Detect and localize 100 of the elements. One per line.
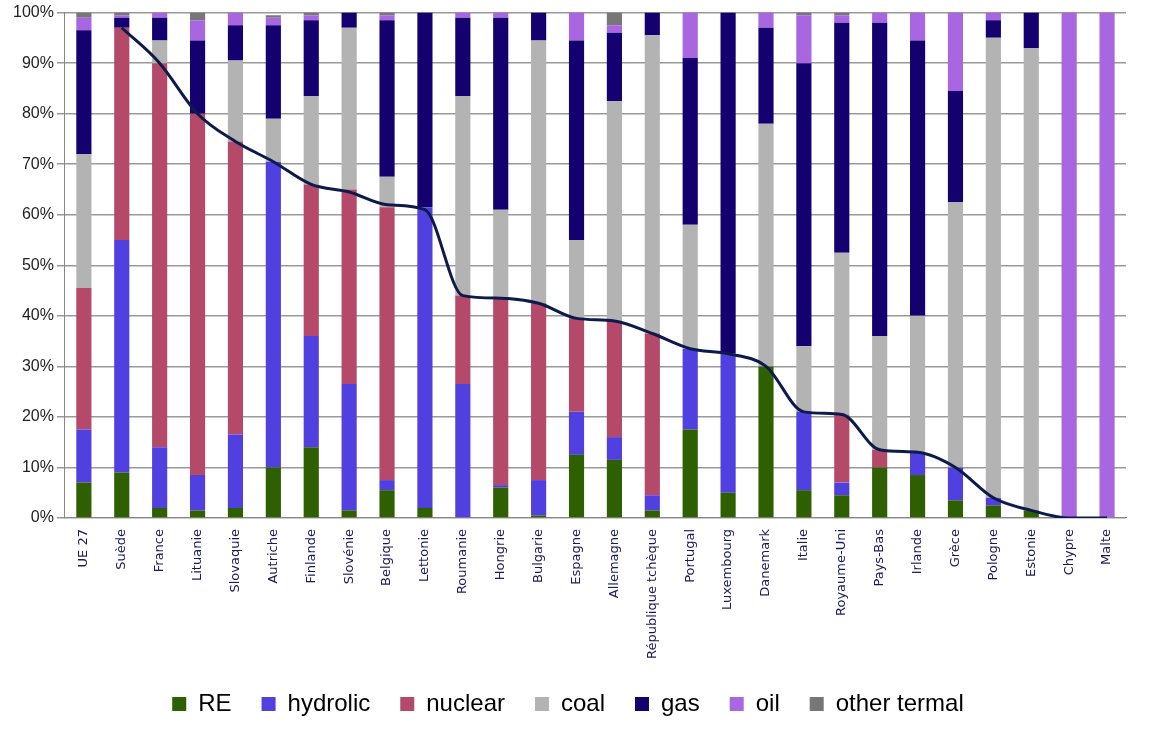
bar	[417, 507, 433, 518]
bar	[227, 434, 244, 508]
bar	[341, 27, 357, 190]
bar	[455, 384, 471, 518]
bar	[947, 202, 964, 468]
bar	[644, 35, 660, 334]
bar	[720, 492, 736, 518]
bar	[455, 12, 471, 18]
bar	[152, 447, 168, 508]
bar	[227, 12, 244, 26]
x-tick-label: France	[151, 528, 167, 573]
x-tick-label: Allemagne	[605, 528, 621, 599]
bar	[189, 475, 206, 511]
bar	[265, 15, 281, 18]
bar	[758, 123, 774, 367]
x-tick-label: UE 27	[75, 528, 91, 568]
y-tick-label: 10%	[21, 457, 54, 475]
x-tick-label: Lituanie	[188, 528, 204, 582]
bar	[303, 15, 319, 21]
bar	[303, 20, 319, 96]
bar	[114, 17, 130, 28]
bar	[720, 12, 736, 354]
x-tick-label: Slovaquie	[226, 528, 242, 593]
bar	[114, 240, 130, 473]
bar	[834, 482, 850, 496]
legend-label: oil	[755, 688, 780, 716]
x-tick-label: Slovénie	[340, 528, 356, 585]
bar	[568, 454, 585, 518]
y-tick-label: 0%	[30, 508, 54, 526]
bar	[417, 207, 433, 508]
bar	[531, 480, 547, 516]
bar	[493, 17, 509, 210]
bar	[606, 32, 622, 102]
y-tick-label: 80%	[21, 104, 54, 122]
bar	[379, 490, 395, 518]
x-tick-label: Estonie	[1022, 528, 1038, 577]
bar	[76, 429, 92, 483]
x-tick-label: Italie	[795, 528, 811, 562]
bar	[834, 414, 850, 483]
bar	[1099, 12, 1115, 518]
bar	[114, 27, 130, 241]
bar	[606, 101, 622, 321]
bar	[796, 411, 812, 491]
bar	[493, 209, 509, 299]
bar	[1061, 12, 1077, 518]
bar	[606, 25, 622, 33]
legend-label: other termal	[835, 688, 964, 716]
bar	[1023, 12, 1039, 48]
bar	[379, 20, 395, 177]
x-tick-label: Grèce	[946, 528, 962, 568]
bar	[568, 411, 585, 455]
x-tick-label: Luxembourg	[719, 528, 735, 611]
y-tick-label: 50%	[21, 255, 54, 273]
y-tick-label: 60%	[21, 205, 54, 223]
bar	[303, 184, 319, 337]
bar	[493, 487, 509, 518]
bar	[189, 40, 206, 114]
line-series	[120, 26, 1109, 518]
bar	[796, 490, 812, 518]
bar	[644, 12, 660, 36]
bar	[303, 336, 319, 448]
bar	[341, 189, 357, 385]
bar	[758, 366, 774, 518]
x-tick-label: Bulgarie	[529, 528, 545, 583]
bar	[568, 318, 585, 412]
bar	[189, 20, 206, 41]
bar	[682, 224, 698, 349]
bar	[379, 176, 395, 208]
bar	[834, 15, 850, 23]
bar	[189, 510, 206, 518]
bar	[606, 437, 622, 460]
bar	[758, 12, 774, 28]
y-tick-label: 100%	[13, 3, 54, 21]
bar	[872, 22, 888, 337]
bar	[947, 467, 964, 501]
bar	[265, 161, 281, 468]
x-tick-label: Pologne	[984, 528, 1000, 581]
x-tick-label: Finlande	[302, 528, 318, 584]
x-tick-label: Pays-Bas	[871, 528, 887, 587]
bar	[152, 507, 168, 518]
bar	[644, 510, 660, 518]
bar	[493, 298, 509, 486]
bar	[493, 12, 509, 18]
bar	[189, 12, 206, 21]
bar	[947, 90, 964, 203]
bar	[265, 118, 281, 162]
bar	[76, 154, 92, 289]
bar	[606, 459, 622, 518]
bar	[1023, 47, 1039, 511]
bar	[531, 40, 547, 304]
bar	[606, 12, 622, 26]
bar	[834, 22, 850, 253]
bar	[493, 485, 509, 488]
bar	[227, 141, 244, 435]
bar	[455, 295, 471, 385]
bar	[682, 348, 698, 430]
x-tick-label: Portugal	[681, 528, 697, 583]
bar	[834, 252, 850, 415]
bar	[152, 17, 168, 41]
bar	[189, 113, 206, 476]
